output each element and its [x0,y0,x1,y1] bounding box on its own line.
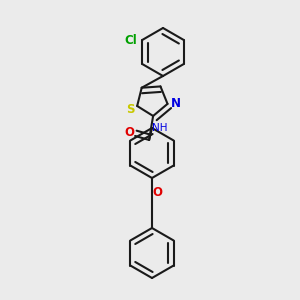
Text: Cl: Cl [125,34,138,46]
Text: NH: NH [152,123,168,133]
Text: O: O [152,187,162,200]
Text: S: S [126,103,134,116]
Text: N: N [170,98,181,110]
Text: O: O [124,127,134,140]
